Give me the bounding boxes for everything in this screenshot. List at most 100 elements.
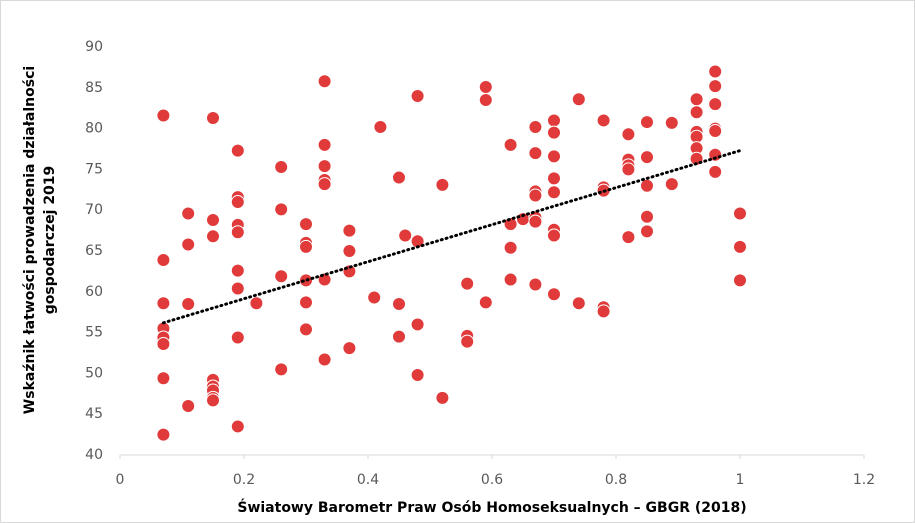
point [317,137,332,152]
x-tick-label: 0 [116,472,125,488]
y-tick-label: 75 [85,161,103,177]
point [640,150,654,165]
point [317,159,332,174]
point [299,295,313,310]
point [435,390,450,405]
point [460,334,475,349]
point [547,113,561,128]
y-tick-label: 45 [85,406,103,422]
point [708,64,723,79]
point [689,92,704,107]
point [435,177,450,192]
point [317,74,332,89]
point [640,209,654,224]
point [206,229,220,244]
point [547,149,561,164]
point [342,341,357,356]
y-tick-label: 60 [85,284,103,300]
point [547,228,561,243]
point [621,162,636,177]
point [392,297,406,312]
point [156,337,171,352]
point [503,272,518,287]
point [206,110,220,125]
point [181,399,196,414]
point [317,272,332,287]
point [664,177,679,192]
point [230,281,245,296]
point [733,206,747,221]
point [621,230,636,245]
point [571,296,586,311]
y-tick-label: 65 [85,243,103,259]
x-tick-label: 0.2 [233,472,255,488]
point [392,170,406,185]
point [230,195,245,210]
y-tick-label: 70 [85,202,103,218]
point [503,240,518,255]
point [547,171,561,186]
point [230,225,245,240]
point [156,252,171,267]
point [528,188,543,203]
point [410,368,425,383]
point [708,164,723,179]
point [528,119,543,134]
x-tick-label: 1.2 [853,472,875,488]
point [547,287,561,302]
point [317,352,332,367]
point [367,290,382,305]
point [410,88,425,103]
point [596,304,611,319]
point [621,127,636,142]
y-axis-title: Wskaźnik łatwości prowadzenia działalnoś… [22,66,38,414]
point [398,228,413,243]
point [156,108,171,123]
point [206,393,220,408]
y-axis-title: gospodarczej 2019 [42,166,58,315]
point [274,202,289,217]
point [708,97,723,112]
point [230,143,245,158]
point [733,239,747,254]
point [664,115,679,130]
point [274,362,289,377]
point [230,263,245,278]
point [156,371,171,386]
x-tick-label: 1 [736,472,745,488]
point [478,79,493,94]
point [528,146,543,161]
point [410,317,425,332]
point [230,330,245,345]
point [460,276,475,291]
y-tick-label: 90 [85,39,103,55]
point [299,217,313,232]
x-tick-label: 0.8 [605,472,627,488]
point [392,329,406,344]
x-tick-label: 0.4 [357,472,379,488]
point [274,269,289,284]
point [708,79,723,94]
point [708,124,723,139]
point [342,244,357,258]
point [206,212,220,227]
point [733,273,747,288]
point [181,237,196,252]
point [478,93,493,108]
y-tick-label: 80 [85,121,103,137]
point [230,419,245,434]
point [317,177,332,192]
point [274,159,289,174]
point [689,105,704,120]
point [373,119,388,134]
point [528,214,543,229]
point [571,92,586,107]
point [249,296,264,311]
y-tick-label: 40 [85,447,103,463]
point [156,296,171,311]
y-tick-label: 55 [85,325,103,341]
point [547,185,561,200]
point [342,223,357,238]
